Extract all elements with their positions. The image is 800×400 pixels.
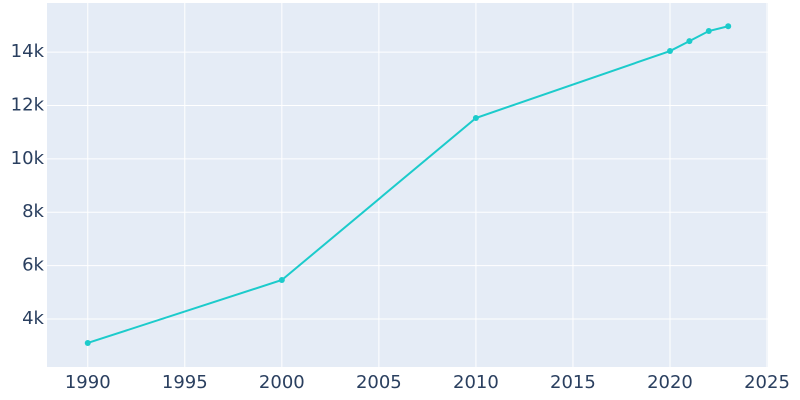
- y-tick-label: 6k: [22, 255, 44, 276]
- point: [705, 28, 712, 35]
- y-tick-label: 4k: [22, 308, 44, 329]
- x-tick-label: 1990: [65, 372, 111, 393]
- point: [686, 38, 693, 45]
- x-tick-label: 2025: [744, 372, 790, 393]
- x-tick-label: 2005: [356, 372, 402, 393]
- point: [472, 115, 479, 122]
- y-tick-label: 8k: [22, 201, 44, 222]
- x-tick-label: 2020: [647, 372, 693, 393]
- point: [84, 339, 91, 346]
- y-tick-label: 12k: [11, 94, 45, 115]
- plot-area: [47, 3, 768, 367]
- point: [278, 277, 285, 284]
- y-tick-label: 10k: [11, 148, 45, 169]
- x-tick-label: 2000: [259, 372, 305, 393]
- point: [666, 48, 673, 55]
- x-tick-label: 2010: [453, 372, 499, 393]
- point: [725, 23, 732, 30]
- y-tick-label: 14k: [11, 41, 45, 62]
- x-tick-label: 2015: [550, 372, 596, 393]
- x-tick-label: 1995: [162, 372, 208, 393]
